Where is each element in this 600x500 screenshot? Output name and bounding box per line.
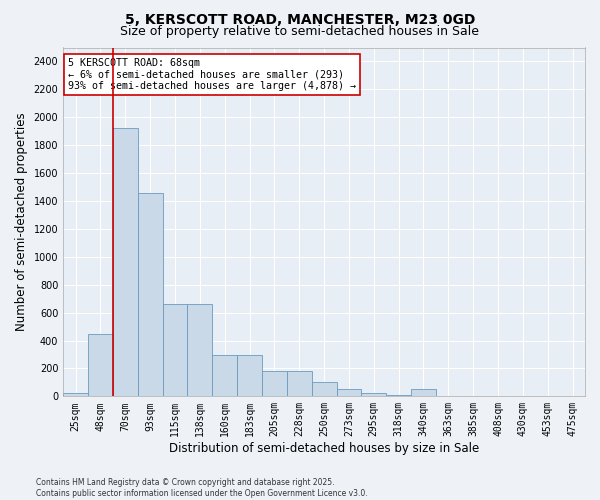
Bar xyxy=(386,395,411,396)
Bar xyxy=(311,382,337,396)
Bar xyxy=(361,393,386,396)
Text: Contains HM Land Registry data © Crown copyright and database right 2025.
Contai: Contains HM Land Registry data © Crown c… xyxy=(36,478,368,498)
Text: 5 KERSCOTT ROAD: 68sqm
← 6% of semi-detached houses are smaller (293)
93% of sem: 5 KERSCOTT ROAD: 68sqm ← 6% of semi-deta… xyxy=(68,58,356,91)
Bar xyxy=(337,390,361,396)
Bar xyxy=(138,192,163,396)
Bar xyxy=(113,128,138,396)
Bar xyxy=(163,304,187,396)
Text: 5, KERSCOTT ROAD, MANCHESTER, M23 0GD: 5, KERSCOTT ROAD, MANCHESTER, M23 0GD xyxy=(125,12,475,26)
Bar xyxy=(63,393,88,396)
Y-axis label: Number of semi-detached properties: Number of semi-detached properties xyxy=(15,112,28,331)
Bar xyxy=(262,371,287,396)
Bar xyxy=(187,304,212,396)
Bar xyxy=(88,334,113,396)
Text: Size of property relative to semi-detached houses in Sale: Size of property relative to semi-detach… xyxy=(121,25,479,38)
Bar xyxy=(287,371,311,396)
X-axis label: Distribution of semi-detached houses by size in Sale: Distribution of semi-detached houses by … xyxy=(169,442,479,455)
Bar xyxy=(212,355,237,397)
Bar xyxy=(237,355,262,397)
Bar xyxy=(411,390,436,396)
